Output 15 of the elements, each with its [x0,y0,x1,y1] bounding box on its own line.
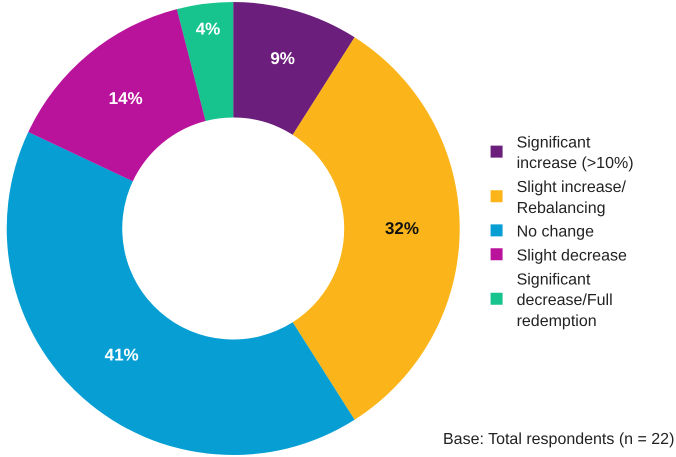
donut-slice [292,37,460,420]
legend-label: Slight decrease [516,247,627,264]
donut-slice [176,2,234,121]
legend-label: Significant decrease/Full redemption [516,271,613,330]
data-label: 9% [270,48,295,68]
data-label: 4% [196,19,220,38]
data-label: 41% [104,346,139,365]
donut-slice [7,132,355,455]
legend-label: No change [516,224,594,241]
legend-label: Significant increase (>10%) [516,134,634,172]
data-label: 14% [108,88,143,108]
legend-label: Slight increase/Rebalancing [516,179,627,217]
text: Base: Total respondents (n = 22) [443,431,674,448]
data-label: 32% [384,219,419,238]
donut-slice [233,2,355,135]
